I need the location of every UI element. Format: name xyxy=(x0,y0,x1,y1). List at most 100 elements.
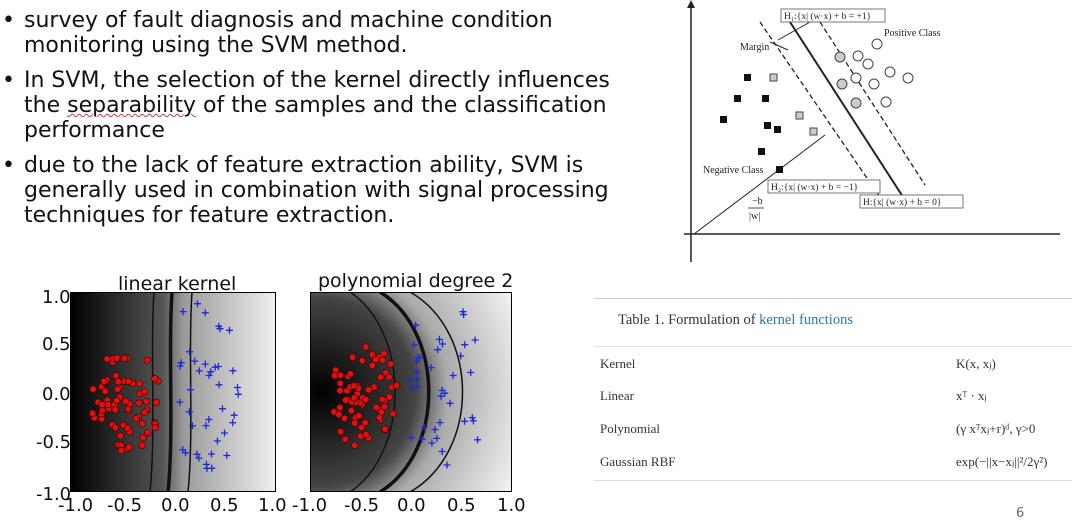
negative-point xyxy=(342,396,350,404)
spellcheck-word: separability xyxy=(67,93,197,118)
xtick-label: -1.0 xyxy=(292,495,328,516)
positive-point xyxy=(412,321,420,329)
plot-frame xyxy=(310,292,512,492)
negative-point xyxy=(151,424,159,432)
positive-point xyxy=(414,353,422,361)
positive-points xyxy=(406,308,482,469)
negative-point xyxy=(120,354,129,363)
positive-point xyxy=(186,386,194,394)
h2-label: H₂:{x| (w·x) + b = −1} xyxy=(771,182,858,193)
positive-point xyxy=(205,372,213,379)
ytick-label: -1.0 xyxy=(36,484,72,505)
negative-point xyxy=(364,386,373,394)
negative-point xyxy=(144,429,152,437)
positive-point xyxy=(201,309,209,317)
kernel-formula: exp(−||x−xⱼ||²/2γ²) xyxy=(956,454,1048,469)
negative-point xyxy=(103,355,111,363)
negative-point xyxy=(368,350,377,359)
negative-class-points xyxy=(720,73,818,173)
xtick-label: 0.0 xyxy=(397,495,426,516)
negative-points xyxy=(89,354,162,455)
positive-point xyxy=(221,429,228,437)
negative-point xyxy=(350,382,358,390)
negative-class-label: Negative Class xyxy=(703,165,763,176)
bullet-item: • due to the lack of feature extraction … xyxy=(0,153,610,228)
table-row: Linear xᵀ · xⱼ xyxy=(600,388,1068,404)
h-label: H:{x| (w·x) + b = 0} xyxy=(863,197,941,208)
plot-frame xyxy=(70,292,276,492)
positive-point xyxy=(406,375,414,383)
bullet-list: • survey of fault diagnosis and machine … xyxy=(0,8,610,238)
negative-point xyxy=(340,414,349,422)
negative-point xyxy=(377,373,385,381)
positive-point xyxy=(211,363,219,371)
negative-point xyxy=(113,354,121,362)
positive-point xyxy=(449,372,457,379)
negative-point xyxy=(368,361,376,369)
negative-point xyxy=(370,383,378,391)
positive-point xyxy=(226,326,233,334)
positive-point xyxy=(418,435,426,443)
negative-point xyxy=(381,425,389,433)
positive-point xyxy=(193,450,201,458)
positive-point xyxy=(191,357,199,365)
positive-class-label: Positive Class xyxy=(884,28,941,39)
positive-point xyxy=(435,335,443,343)
h1-label-box xyxy=(780,8,886,23)
kernel-name: Kernel xyxy=(600,356,636,371)
xtick-label: 1.0 xyxy=(497,495,526,516)
ytick-label: 0.5 xyxy=(42,334,71,355)
positive-point xyxy=(195,454,203,462)
positive-point xyxy=(229,367,237,375)
positive-point xyxy=(202,422,210,430)
positive-point xyxy=(213,437,221,445)
negative-point xyxy=(331,372,339,380)
xtick-label: 1.0 xyxy=(258,495,287,516)
positive-point xyxy=(214,363,222,370)
kernel-functions-link[interactable]: kernel functions xyxy=(759,312,853,328)
negative-point xyxy=(389,409,397,418)
positive-point xyxy=(179,308,187,316)
negative-point xyxy=(117,447,125,455)
bias-numerator: −b xyxy=(752,196,763,207)
positive-point xyxy=(469,417,477,425)
positive-point xyxy=(176,362,184,370)
positive-point xyxy=(219,405,226,413)
negative-point xyxy=(341,435,349,443)
negative-point xyxy=(138,420,146,428)
positive-point xyxy=(439,340,446,348)
negative-point xyxy=(116,432,125,440)
table-row: Polynomial (γ xᵀxⱼ+r)ᵈ, γ>0 xyxy=(600,421,1068,437)
positive-point xyxy=(201,360,209,368)
h1-label: H₁:{x| (w·x) + b = +1} xyxy=(784,11,871,22)
xtick-label: -1.0 xyxy=(58,495,94,516)
positive-class-points xyxy=(834,38,914,109)
negative-point xyxy=(152,398,160,406)
positive-point xyxy=(195,367,203,375)
caption-text: Table 1. Formulation of xyxy=(618,312,760,328)
negative-point xyxy=(121,397,130,405)
negative-point xyxy=(141,388,149,396)
negative-point xyxy=(335,410,343,419)
positive-point xyxy=(438,386,446,394)
h2-label-box xyxy=(767,179,881,194)
negative-point xyxy=(375,413,383,422)
bullet-dot: • xyxy=(2,8,15,33)
kernel-name: Polynomial xyxy=(600,421,660,436)
positive-point xyxy=(437,392,445,400)
negative-point xyxy=(380,349,388,358)
bullet-dot: • xyxy=(2,68,15,93)
positive-point xyxy=(434,346,442,354)
bullet-text-pre: In SVM, the selection of the kernel dire… xyxy=(24,68,610,118)
negative-point xyxy=(125,443,133,451)
negative-point xyxy=(141,408,149,416)
negative-point xyxy=(357,423,366,432)
positive-point xyxy=(413,368,421,376)
negative-point xyxy=(111,424,120,432)
decision-boundary xyxy=(166,292,174,492)
negative-point xyxy=(355,412,363,420)
svm-margin-diagram: H₁:{x| (w·x) + b = +1} Positive Class Ma… xyxy=(684,0,1060,262)
bullet-item: • survey of fault diagnosis and machine … xyxy=(0,8,610,58)
h-label-box xyxy=(859,194,964,209)
positive-point xyxy=(474,436,482,444)
